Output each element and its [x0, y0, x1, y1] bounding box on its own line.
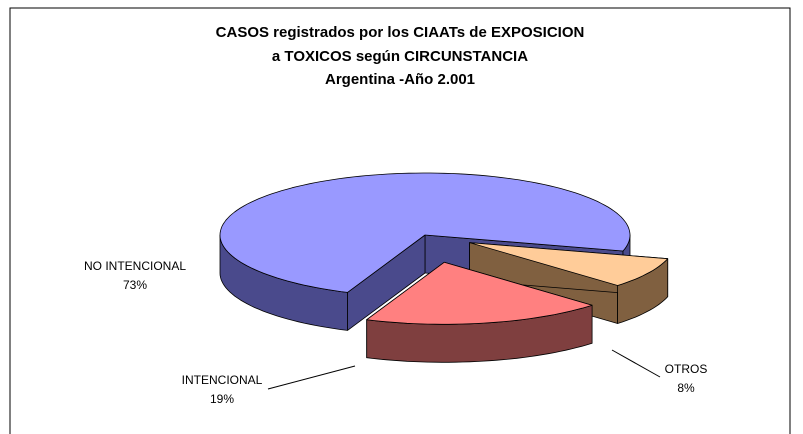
slice	[219, 172, 631, 293]
slice	[469, 242, 669, 286]
chart-title: CASOS registrados por los CIAATs de EXPO…	[216, 24, 585, 41]
value-label: 19%	[210, 392, 234, 406]
chart-title: a TOXICOS según CIRCUNSTANCIA	[272, 48, 528, 65]
leader-line	[611, 349, 661, 378]
slice-label: INTENCIONAL	[182, 373, 263, 387]
slice-label: NO INTENCIONAL	[84, 259, 186, 273]
slice	[366, 261, 593, 325]
chart-title: Argentina -Año 2.001	[325, 71, 475, 88]
leader-line	[267, 365, 356, 390]
value-label: 73%	[123, 278, 147, 292]
chart-border	[9, 7, 791, 434]
slice-label: OTROS	[665, 362, 708, 376]
value-label: 8%	[677, 381, 695, 395]
